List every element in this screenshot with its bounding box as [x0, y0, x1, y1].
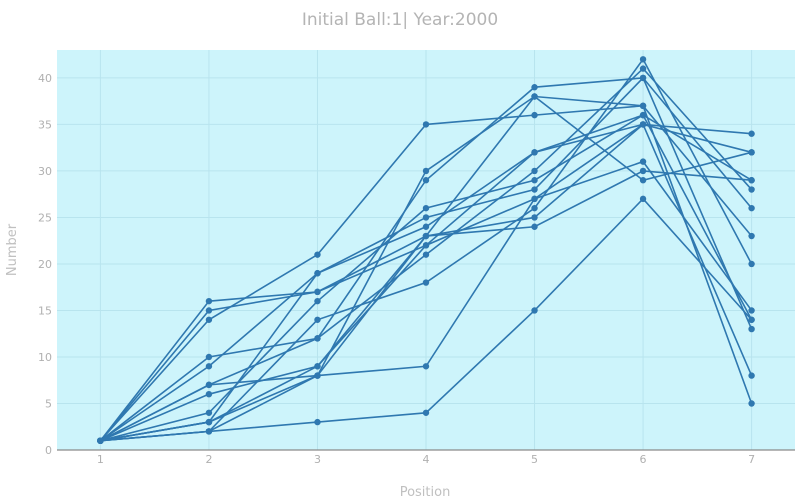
x-tick-label: 4: [423, 453, 430, 466]
series-6-point: [422, 251, 430, 258]
series-15-point: [422, 232, 430, 240]
series-13-point: [748, 316, 755, 323]
y-tick-label: 30: [38, 165, 52, 178]
series-9-point: [639, 74, 647, 82]
series-9-point: [748, 325, 755, 333]
x-axis-title: Position: [400, 485, 451, 500]
series-3-point: [531, 111, 538, 119]
series-6-point: [748, 186, 755, 193]
series-11-point: [422, 167, 430, 175]
series-7-point: [422, 242, 430, 249]
series-6-point: [639, 65, 647, 72]
series-15-point: [97, 437, 104, 444]
y-axis-title: Number: [5, 223, 20, 276]
series-15-point: [531, 93, 538, 100]
series-13-point: [314, 418, 321, 426]
series-6-point: [314, 335, 321, 342]
series-14-point: [531, 223, 538, 230]
y-tick-labels: 0 5 10 15 20 25 30 35 40: [38, 72, 52, 457]
x-tick-label: 7: [748, 453, 755, 466]
x-tick-label: 3: [314, 453, 321, 466]
series-12-point: [422, 363, 430, 370]
series-15-point: [748, 149, 755, 156]
series-5-point: [422, 223, 430, 230]
series-1-point: [531, 214, 538, 221]
x-tick-label: 2: [205, 453, 212, 466]
series-4-point: [422, 177, 430, 184]
series-8-point: [314, 297, 321, 305]
series-13-point: [639, 195, 647, 203]
y-tick-label: 15: [38, 304, 52, 317]
series-7-point: [639, 158, 647, 165]
series-1-point: [748, 130, 755, 137]
series-14-point: [205, 428, 213, 435]
series-12-point: [531, 195, 538, 203]
series-10-point: [639, 56, 647, 63]
series-13-point: [531, 307, 538, 314]
series-3-point: [422, 121, 430, 128]
series-11-point: [748, 400, 755, 407]
y-tick-label: 40: [38, 72, 52, 85]
series-2-point: [205, 307, 213, 314]
x-tick-label: 1: [97, 453, 104, 466]
series-9-point: [314, 270, 321, 277]
y-tick-label: 10: [38, 351, 52, 364]
series-9-point: [531, 186, 538, 193]
y-tick-label: 0: [45, 444, 52, 457]
series-10-point: [422, 279, 430, 286]
series-3-point: [314, 251, 321, 258]
series-1-point: [205, 297, 213, 305]
series-14-point: [748, 177, 755, 184]
y-tick-label: 35: [38, 118, 52, 131]
series-3-point: [205, 316, 213, 323]
series-group: [97, 56, 755, 444]
series-14-point: [639, 167, 647, 175]
series-12-point: [639, 121, 647, 128]
x-tick-labels: 1 2 3 4 5 6 7: [97, 453, 755, 466]
series-8-point: [422, 204, 430, 212]
x-tick-label: 6: [640, 453, 647, 466]
series-9-point: [422, 214, 430, 221]
series-10-point: [531, 204, 538, 212]
series-11-point: [639, 102, 647, 110]
y-tick-label: 20: [38, 258, 52, 271]
series-5-point: [205, 363, 213, 370]
series-11-point: [205, 381, 213, 389]
series-7-point: [748, 307, 755, 314]
series-4-point: [748, 204, 755, 212]
x-tick-label: 5: [531, 453, 538, 466]
series-4-point: [531, 84, 538, 91]
series-5-point: [531, 149, 538, 156]
series-8-point: [531, 177, 538, 184]
series-10-point: [748, 260, 755, 268]
series-15-point: [314, 363, 321, 370]
series-3-point: [748, 232, 755, 240]
y-tick-label: 25: [38, 211, 52, 224]
series-15-point: [639, 177, 647, 184]
series-8-point: [639, 111, 647, 119]
y-tick-label: 5: [45, 397, 52, 410]
series-14-point: [314, 372, 321, 379]
series-12-point: [748, 372, 755, 379]
series-6-point: [531, 167, 538, 175]
series-2-point: [314, 288, 321, 296]
series-15-point: [205, 418, 213, 426]
series-4-point: [205, 353, 213, 361]
series-8-point: [205, 409, 213, 416]
chart-title: Initial Ball:1| Year:2000: [302, 10, 498, 30]
series-13-point: [422, 409, 430, 416]
series-7-point: [205, 390, 213, 398]
series-10-point: [314, 316, 321, 323]
